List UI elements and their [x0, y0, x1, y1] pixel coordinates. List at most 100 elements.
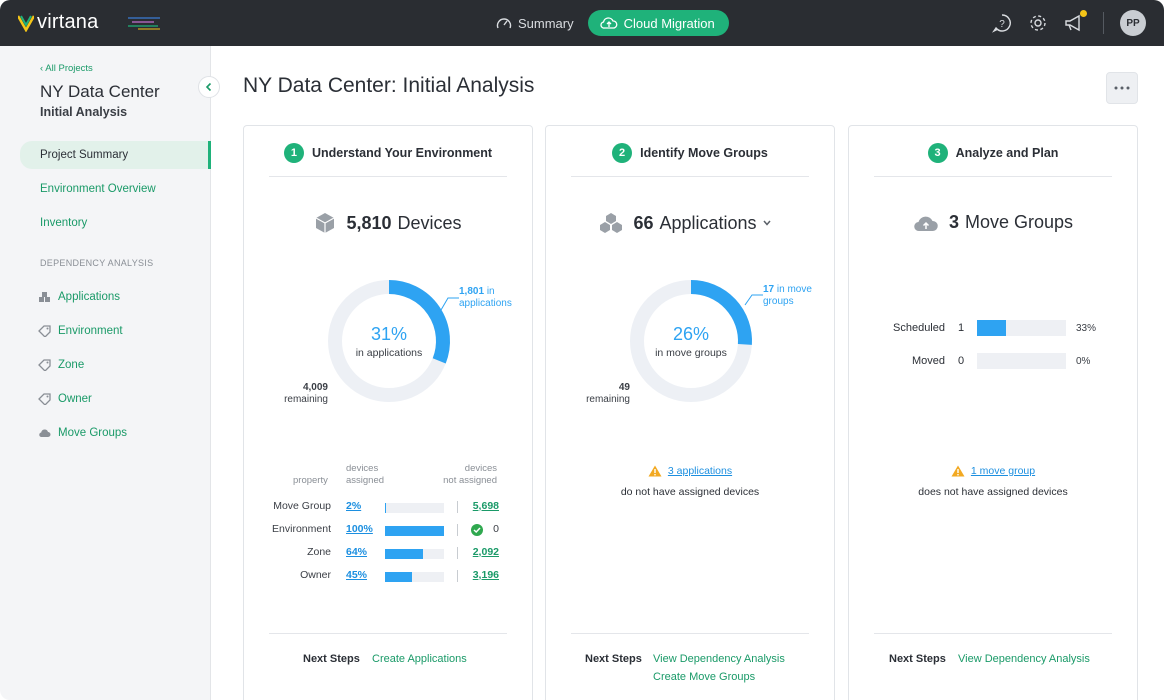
sidebar-item-label: Applications: [58, 291, 121, 303]
gear-icon[interactable]: [1027, 12, 1049, 34]
row-unassigned-count[interactable]: 2,092: [472, 546, 499, 558]
row-separator: [457, 570, 458, 582]
sidebar-item-environment[interactable]: Environment: [38, 321, 123, 341]
scheduled-label: Scheduled: [893, 322, 945, 334]
table-header-unassigned: devices not assigned: [443, 463, 497, 487]
applications-metric[interactable]: 66 Applications: [546, 212, 834, 234]
more-options-button[interactable]: [1106, 72, 1138, 104]
cloud-migration-tab[interactable]: Cloud Migration: [587, 10, 729, 36]
all-projects-link[interactable]: ‹ All Projects: [40, 63, 93, 74]
sidebar-item-move-groups[interactable]: Move Groups: [38, 423, 127, 443]
metric-label: Applications: [659, 212, 757, 233]
cloud-migration-label: Cloud Migration: [623, 15, 715, 31]
donut-percent: 31%: [370, 324, 408, 344]
create-move-groups-link[interactable]: Create Move Groups: [653, 671, 756, 683]
sidebar-item-project-summary[interactable]: Project Summary: [20, 141, 211, 169]
table-row-environment: Environment 100% 0: [244, 523, 534, 539]
cubes-icon: [600, 213, 623, 233]
chevron-down-icon: [762, 220, 771, 226]
chevron-left-icon: ‹: [40, 63, 46, 74]
sidebar-item-inventory[interactable]: Inventory: [20, 209, 211, 237]
warning-text: does not have assigned devices: [918, 486, 1068, 498]
card-understand-environment: 1 Understand Your Environment 5,810 Devi…: [243, 125, 533, 700]
step-number: 1: [283, 143, 304, 163]
help-icon[interactable]: ?: [991, 12, 1013, 34]
card-header: 2 Identify Move Groups: [571, 143, 809, 177]
announcement-button[interactable]: [1063, 10, 1087, 34]
cloud-upload-icon: [599, 17, 618, 29]
move-group-warning-link[interactable]: 1 move group: [970, 465, 1036, 477]
remaining-value: 49: [618, 382, 630, 393]
sidebar-item-applications[interactable]: Applications: [38, 287, 120, 307]
table-row-zone: Zone 64% 2,092: [244, 546, 534, 562]
card-footer-divider: [571, 633, 809, 634]
summary-tab-label: Summary: [518, 15, 574, 31]
applications-warning-link[interactable]: 3 applications: [667, 465, 733, 477]
view-dependency-analysis-link[interactable]: View Dependency Analysis: [653, 653, 785, 665]
row-progress-fill: [385, 549, 423, 559]
row-property: Zone: [307, 546, 331, 558]
remaining-label: remaining: [586, 394, 630, 405]
sidebar: ‹ All Projects NY Data Center Initial An…: [0, 46, 220, 700]
row-separator: [457, 501, 458, 513]
card-header: 1 Understand Your Environment: [269, 143, 507, 177]
cubes-icon: [39, 292, 50, 302]
sidebar-item-label: Environment: [58, 325, 123, 337]
metric-value: 66: [633, 212, 654, 233]
card-title: Identify Move Groups: [640, 146, 768, 160]
sidebar-item-zone[interactable]: Zone: [38, 355, 84, 375]
step-number: 2: [612, 143, 633, 163]
row-unassigned-count[interactable]: 3,196: [472, 569, 499, 581]
devices-metric: 5,810 Devices: [244, 212, 532, 234]
row-progress-bar: [385, 526, 444, 536]
step-number: 3: [927, 143, 948, 163]
move-groups-metric: 3 Move Groups: [849, 212, 1137, 233]
sidebar-item-environment-overview[interactable]: Environment Overview: [20, 175, 211, 203]
row-assigned-pct[interactable]: 45%: [346, 569, 368, 581]
table-header-unassigned-b: not assigned: [443, 475, 497, 486]
row-assigned-pct[interactable]: 100%: [346, 523, 373, 535]
sidebar-item-owner[interactable]: Owner: [38, 389, 92, 409]
user-avatar[interactable]: PP: [1120, 10, 1146, 36]
row-assigned-pct[interactable]: 2%: [346, 500, 362, 512]
donut-percent: 26%: [672, 324, 710, 344]
row-progress-fill: [385, 503, 387, 513]
next-steps-label: Next Steps: [303, 653, 360, 665]
cloud-upload-icon: [914, 216, 938, 231]
card-footer-divider: [874, 633, 1112, 634]
card-header: 3 Analyze and Plan: [874, 143, 1112, 177]
moved-label: Moved: [911, 355, 945, 367]
menu-lines-icon[interactable]: [128, 16, 160, 30]
remaining-annotation: 4,009 remaining: [264, 382, 328, 406]
metric-label: Move Groups: [964, 212, 1074, 232]
row-assigned-pct[interactable]: 64%: [346, 546, 368, 558]
toolbar-divider: [1103, 12, 1104, 34]
check-circle-icon: [471, 524, 483, 536]
row-unassigned-count[interactable]: 5,698: [472, 500, 499, 512]
warning-text: do not have assigned devices: [620, 486, 760, 498]
sidebar-item-label: Project Summary: [40, 149, 129, 161]
row-progress-bar: [385, 572, 444, 582]
scheduled-percent: 33%: [1076, 323, 1097, 334]
card-title: Analyze and Plan: [955, 146, 1059, 160]
donut-sub-label: in move groups: [655, 347, 727, 359]
more-horizontal-icon: [1114, 86, 1130, 90]
summary-tab[interactable]: Summary: [490, 10, 586, 36]
table-row-move-group: Move Group 2% 5,698: [244, 500, 534, 516]
top-bar: virtana Summary Cloud Migration: [0, 0, 1164, 46]
card-analyze-and-plan: 3 Analyze and Plan 3 Move Groups Schedul…: [848, 125, 1138, 700]
create-applications-link[interactable]: Create Applications: [372, 653, 467, 665]
donut-arc: [388, 280, 450, 364]
logo-text: virtana: [37, 11, 99, 33]
tag-icon: [38, 325, 51, 337]
remaining-label: remaining: [284, 394, 328, 405]
donut-sub-label: in applications: [355, 347, 423, 359]
assigned-label-a: in move: [776, 284, 812, 295]
svg-text:?: ?: [999, 19, 1005, 30]
collapse-sidebar-button[interactable]: [198, 76, 220, 98]
logo[interactable]: virtana: [18, 11, 98, 34]
table-row-owner: Owner 45% 3,196: [244, 569, 534, 585]
project-title: NY Data Center: [40, 82, 160, 101]
view-dependency-analysis-link[interactable]: View Dependency Analysis: [958, 653, 1090, 665]
remaining-annotation: 49 remaining: [566, 382, 630, 406]
